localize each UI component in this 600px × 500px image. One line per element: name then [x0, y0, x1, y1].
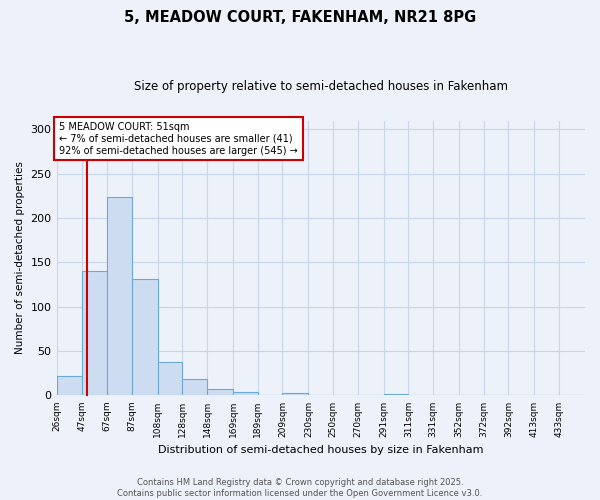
Bar	[82, 272, 107, 396]
Bar	[132, 280, 158, 396]
Text: Contains HM Land Registry data © Crown copyright and database right 2025.
Contai: Contains HM Land Registry data © Crown c…	[118, 478, 482, 498]
Title: Size of property relative to semi-detached houses in Fakenham: Size of property relative to semi-detach…	[134, 80, 508, 93]
Bar	[384, 394, 409, 396]
Y-axis label: Number of semi-detached properties: Number of semi-detached properties	[15, 162, 25, 354]
Bar	[207, 389, 233, 396]
Bar	[56, 376, 82, 396]
Bar	[283, 393, 308, 396]
Bar	[182, 378, 207, 396]
X-axis label: Distribution of semi-detached houses by size in Fakenham: Distribution of semi-detached houses by …	[158, 445, 484, 455]
Bar	[158, 362, 182, 396]
Text: 5, MEADOW COURT, FAKENHAM, NR21 8PG: 5, MEADOW COURT, FAKENHAM, NR21 8PG	[124, 10, 476, 25]
Bar	[233, 392, 258, 396]
Bar	[107, 197, 132, 396]
Text: 5 MEADOW COURT: 51sqm
← 7% of semi-detached houses are smaller (41)
92% of semi-: 5 MEADOW COURT: 51sqm ← 7% of semi-detac…	[59, 122, 298, 156]
